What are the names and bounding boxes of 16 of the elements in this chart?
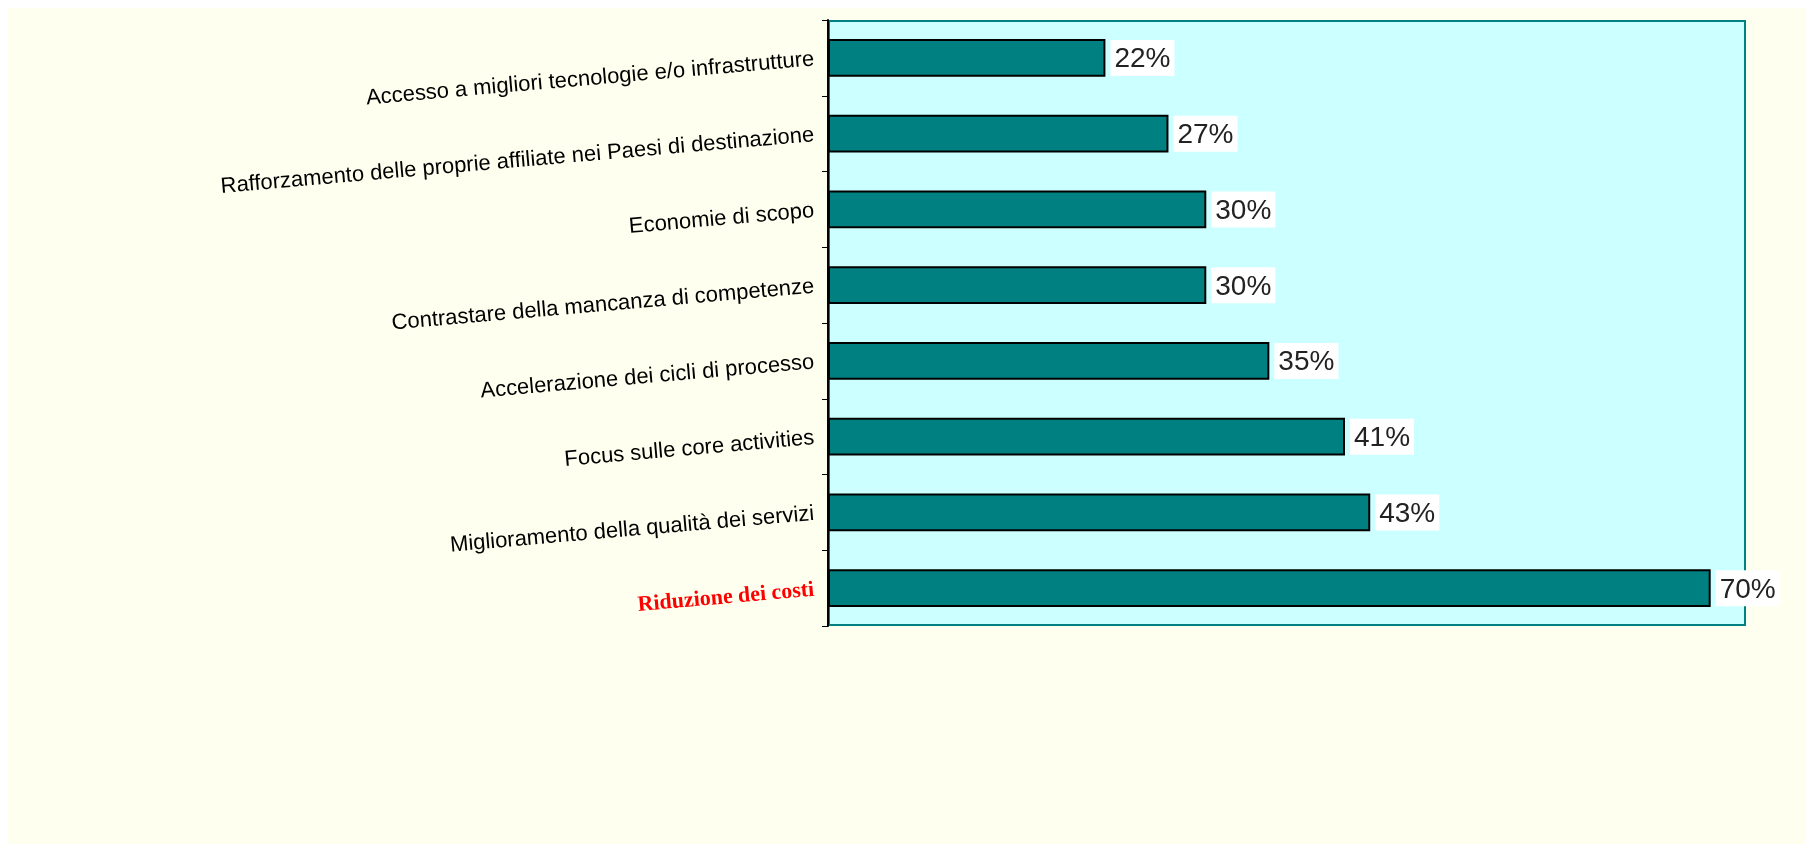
y-tick-label: Accesso a migliori tecnologie e/o infrastrutture xyxy=(364,45,816,110)
y-tick-label: Rafforzamento delle proprie affiliate nei Paesi di destinazione xyxy=(219,121,816,198)
data-label: 30% xyxy=(1215,269,1272,301)
y-tick-label: Miglioramento della qualità dei servizi xyxy=(448,499,816,557)
data-label: 41% xyxy=(1354,421,1411,453)
y-tick-label: Economie di scopo xyxy=(627,196,816,238)
y-tick-label: Riduzione dei costi xyxy=(636,575,816,616)
data-label: 30% xyxy=(1215,193,1272,225)
data-label: 35% xyxy=(1278,345,1335,377)
data-label: 43% xyxy=(1379,496,1436,528)
data-label: 70% xyxy=(1719,572,1776,604)
y-tick-label: Contrastare della mancanza di competenze xyxy=(390,272,816,335)
y-tick-label: Focus sulle core activities xyxy=(563,424,816,471)
data-label: 22% xyxy=(1114,42,1171,74)
y-tick-label: Accelerazione dei cicli di processo xyxy=(479,348,816,403)
data-label: 27% xyxy=(1177,118,1234,150)
